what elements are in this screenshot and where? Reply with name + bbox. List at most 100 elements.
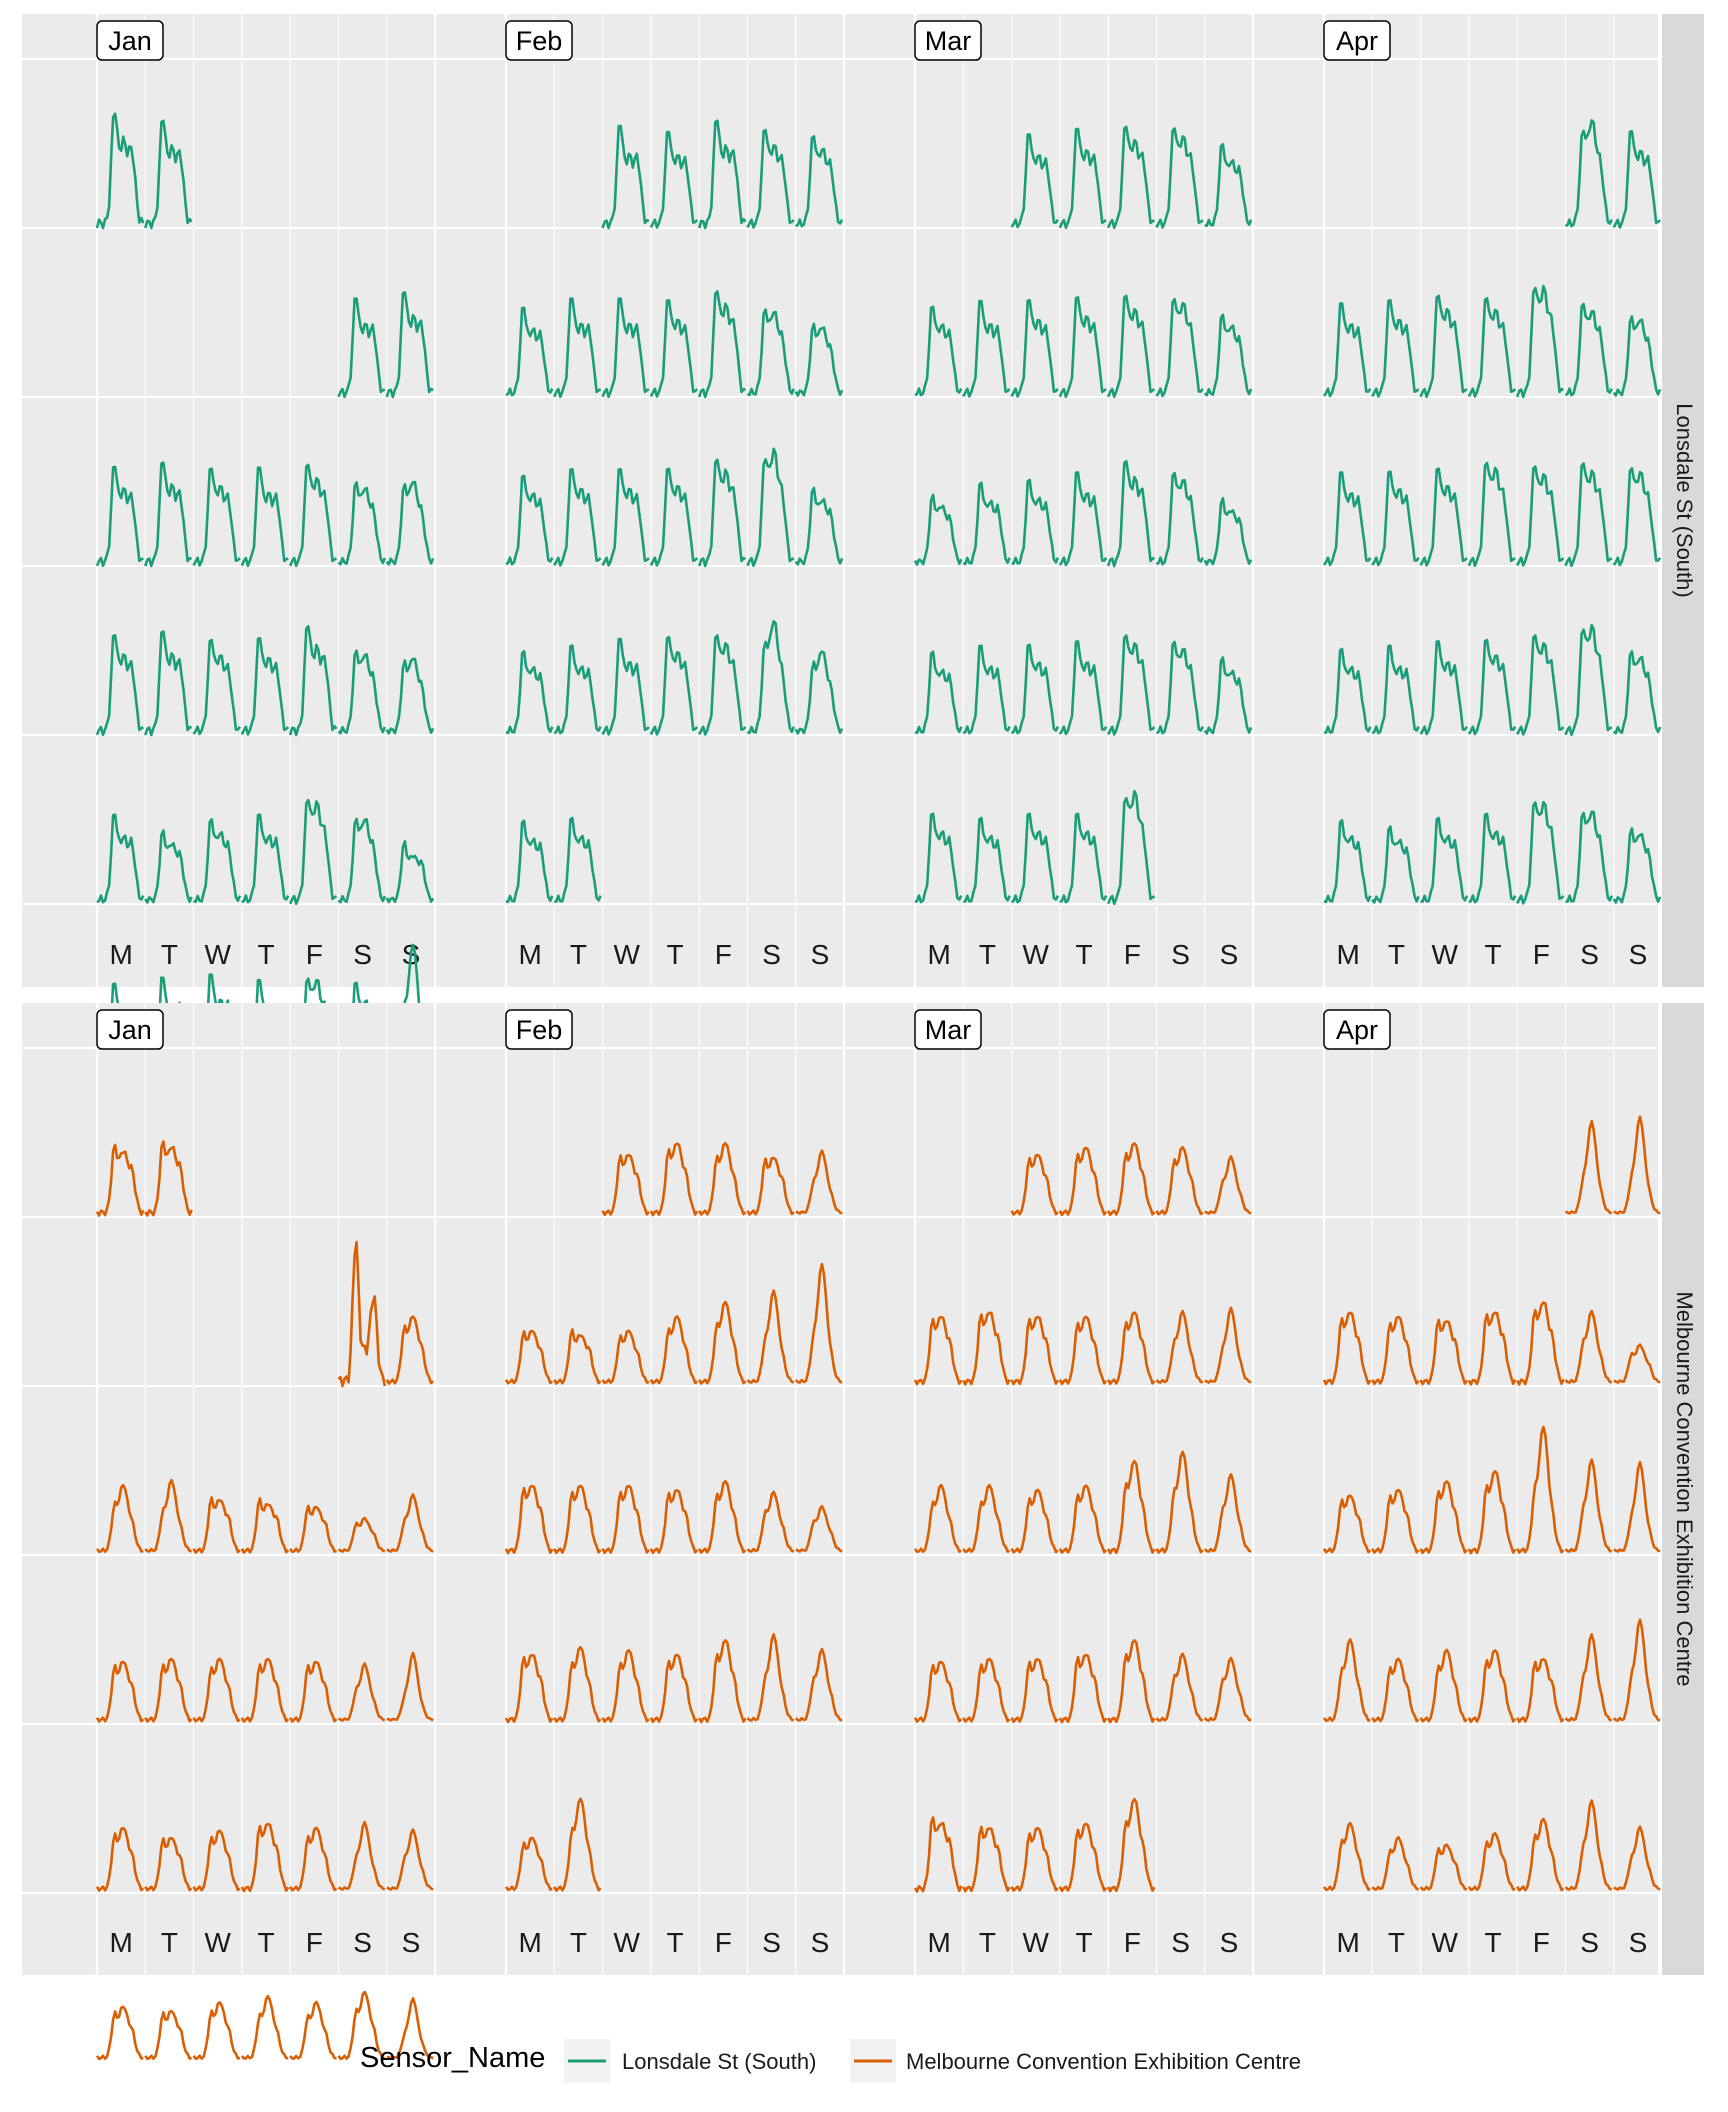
series-line-lonsdale-st-south (288, 625, 338, 737)
series-line-melbourne-convention-exhibition-centre (962, 1657, 1011, 1723)
series-line-melbourne-convention-exhibition-centre (144, 2009, 192, 2061)
series-line-lonsdale-st-south (1468, 812, 1517, 904)
series-line-lonsdale-st-south (1058, 127, 1107, 230)
series-line-melbourne-convention-exhibition-centre (1155, 1309, 1204, 1384)
series-line-lonsdale-st-south (1106, 789, 1156, 906)
series-line-melbourne-convention-exhibition-centre (1107, 1142, 1156, 1217)
series-line-melbourne-convention-exhibition-centre (144, 1478, 192, 1553)
series-line-melbourne-convention-exhibition-centre (1058, 1146, 1108, 1217)
series-line-melbourne-convention-exhibition-centre (1467, 1649, 1517, 1724)
series-line-lonsdale-st-south (505, 306, 554, 397)
series-line-lonsdale-st-south (1371, 644, 1420, 735)
series-line-melbourne-convention-exhibition-centre (1058, 1315, 1108, 1386)
series-line-melbourne-convention-exhibition-centre (1322, 1821, 1371, 1892)
weekday-label: M (1336, 1927, 1359, 1958)
series-line-lonsdale-st-south (1155, 127, 1204, 229)
series-line-lonsdale-st-south (1564, 462, 1613, 568)
series-line-melbourne-convention-exhibition-centre (1467, 1470, 1517, 1555)
series-line-lonsdale-st-south (1612, 827, 1662, 904)
series-line-melbourne-convention-exhibition-centre (962, 1825, 1011, 1893)
series-line-lonsdale-st-south (914, 305, 963, 397)
weekday-label: F (1533, 939, 1550, 970)
series-line-lonsdale-st-south (1107, 634, 1156, 736)
series-line-melbourne-convention-exhibition-centre (95, 1483, 144, 1554)
weekday-label: T (1075, 939, 1092, 970)
series-line-melbourne-convention-exhibition-centre (1107, 1459, 1156, 1555)
series-line-lonsdale-st-south (144, 829, 193, 904)
series-line-lonsdale-st-south (1419, 467, 1468, 567)
series-line-melbourne-convention-exhibition-centre (1612, 1618, 1661, 1722)
month-label-apr: Apr (1336, 1015, 1378, 1045)
series-line-lonsdale-st-south (192, 638, 241, 736)
series-line-lonsdale-st-south (1516, 800, 1565, 905)
weekday-label: T (1388, 939, 1405, 970)
series-line-lonsdale-st-south (1155, 297, 1204, 398)
series-line-lonsdale-st-south (962, 481, 1011, 566)
series-line-lonsdale-st-south (649, 467, 699, 567)
series-line-melbourne-convention-exhibition-centre (962, 1311, 1011, 1386)
month-label-apr: Apr (1336, 26, 1378, 56)
series-line-lonsdale-st-south (1058, 296, 1107, 399)
series-line-melbourne-convention-exhibition-centre (1322, 1311, 1372, 1386)
series-line-melbourne-convention-exhibition-centre (1613, 1460, 1661, 1553)
weekday-label: S (762, 939, 781, 970)
series-line-melbourne-convention-exhibition-centre (1155, 1450, 1204, 1554)
series-line-lonsdale-st-south (746, 308, 796, 397)
month-label-box (914, 1009, 982, 1050)
series-line-lonsdale-st-south (794, 650, 844, 735)
series-line-melbourne-convention-exhibition-centre (504, 1653, 554, 1724)
series-line-melbourne-convention-exhibition-centre (1516, 1658, 1565, 1724)
series-line-lonsdale-st-south (505, 474, 554, 566)
series-line-melbourne-convention-exhibition-centre (1155, 1652, 1203, 1722)
series-line-lonsdale-st-south (192, 467, 241, 567)
series-line-melbourne-convention-exhibition-centre (289, 1504, 337, 1554)
month-label-box (96, 20, 164, 61)
series-line-lonsdale-st-south (1467, 638, 1517, 736)
series-line-melbourne-convention-exhibition-centre (746, 1289, 795, 1384)
series-line-melbourne-convention-exhibition-centre (1564, 1799, 1613, 1891)
weekday-label: T (570, 1927, 587, 1958)
series-line-lonsdale-st-south (649, 130, 699, 229)
weekday-label: F (306, 939, 323, 970)
series-line-melbourne-convention-exhibition-centre (553, 1484, 602, 1555)
series-line-lonsdale-st-south (1322, 302, 1372, 398)
series-line-lonsdale-st-south (1011, 478, 1060, 565)
series-line-melbourne-convention-exhibition-centre (746, 1490, 795, 1553)
series-line-melbourne-convention-exhibition-centre (385, 1315, 434, 1385)
weekday-label: S (811, 1927, 830, 1958)
series-line-lonsdale-st-south (795, 135, 844, 228)
series-line-lonsdale-st-south (1059, 812, 1108, 904)
series-line-lonsdale-st-south (1564, 302, 1613, 397)
series-line-lonsdale-st-south (913, 493, 963, 566)
series-line-lonsdale-st-south (1204, 143, 1253, 228)
series-line-lonsdale-st-south (1515, 284, 1564, 399)
series-line-lonsdale-st-south (1106, 294, 1156, 399)
weekday-label: W (614, 1927, 641, 1958)
weekday-label: W (614, 939, 641, 970)
series-line-lonsdale-st-south (794, 486, 844, 566)
weekday-label: S (353, 939, 372, 970)
series-line-melbourne-convention-exhibition-centre (1467, 1311, 1517, 1386)
series-line-lonsdale-st-south (1010, 812, 1060, 904)
series-line-lonsdale-st-south (963, 816, 1011, 903)
weekday-label: W (1023, 939, 1050, 970)
month-label-box (505, 20, 573, 61)
weekday-label: S (1220, 939, 1239, 970)
weekday-label: M (518, 939, 541, 970)
weekday-label: T (257, 1927, 274, 1958)
legend-label-lonsdale: Lonsdale St (South) (622, 2049, 816, 2074)
series-line-lonsdale-st-south (554, 816, 602, 903)
series-line-lonsdale-st-south (601, 468, 650, 567)
series-line-lonsdale-st-south (649, 299, 699, 398)
series-line-melbourne-convention-exhibition-centre (1058, 1653, 1108, 1724)
facet-strip (1662, 1003, 1704, 1975)
series-line-melbourne-convention-exhibition-centre (649, 1142, 699, 1217)
series-line-lonsdale-st-south (746, 128, 795, 229)
series-line-melbourne-convention-exhibition-centre (289, 1660, 338, 1723)
weekday-label: W (1023, 1927, 1050, 1958)
series-line-melbourne-convention-exhibition-centre (1107, 1311, 1156, 1386)
weekday-label: W (205, 939, 232, 970)
series-line-lonsdale-st-south (1371, 470, 1420, 567)
series-line-melbourne-convention-exhibition-centre (649, 1315, 698, 1385)
